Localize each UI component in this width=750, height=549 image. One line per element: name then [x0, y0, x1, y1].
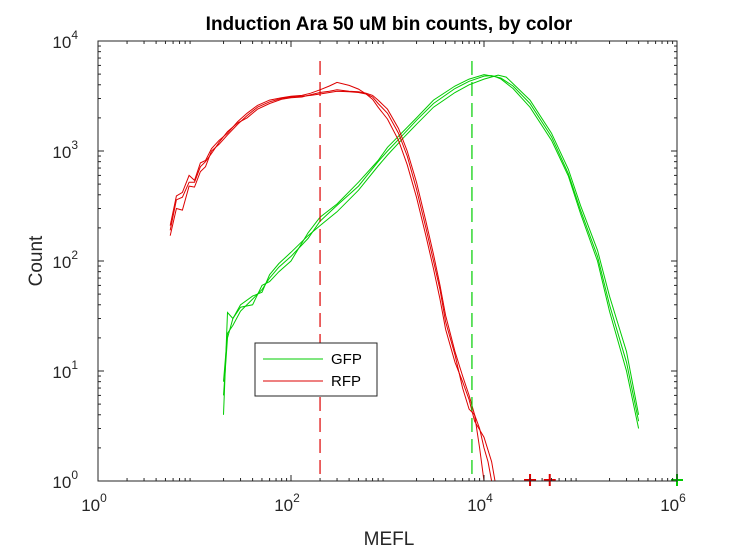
series-line-rfp-6	[169, 89, 493, 481]
plus-marker-2	[543, 474, 556, 486]
y-tick-label-3: 103	[52, 138, 78, 162]
tick-labels: 100 102 104 106 100 101 102 103 104	[52, 28, 686, 515]
chart-title: Induction Ara 50 uM bin counts, by color	[206, 14, 573, 35]
x-axis-label: MEFL	[364, 529, 415, 549]
x-tick-label-0: 100	[81, 491, 107, 515]
axes	[97, 40, 678, 482]
series-line-rfp-4	[169, 90, 485, 481]
x-tick-label-3: 106	[660, 491, 686, 515]
legend: GFP RFP	[254, 342, 378, 397]
x-tick-label-2: 104	[467, 491, 493, 515]
reference-lines	[319, 61, 473, 481]
y-tick-label-4: 104	[52, 28, 78, 52]
plot-area	[98, 41, 677, 481]
series-line-rfp-5	[169, 81, 496, 481]
legend-box	[254, 342, 378, 397]
y-tick-label-2: 102	[52, 248, 78, 272]
y-axis-label: Count	[26, 235, 47, 286]
legend-label-rfp: RFP	[331, 373, 361, 390]
y-tick-label-0: 100	[52, 468, 78, 492]
series-line-gfp-2	[223, 74, 640, 429]
series-line-gfp-3	[223, 74, 640, 415]
x-tick-label-1: 102	[274, 491, 300, 515]
y-tick-label-1: 101	[52, 358, 78, 382]
legend-label-gfp: GFP	[331, 351, 362, 368]
series-layer	[169, 74, 640, 481]
series-line-gfp-1	[223, 75, 640, 422]
